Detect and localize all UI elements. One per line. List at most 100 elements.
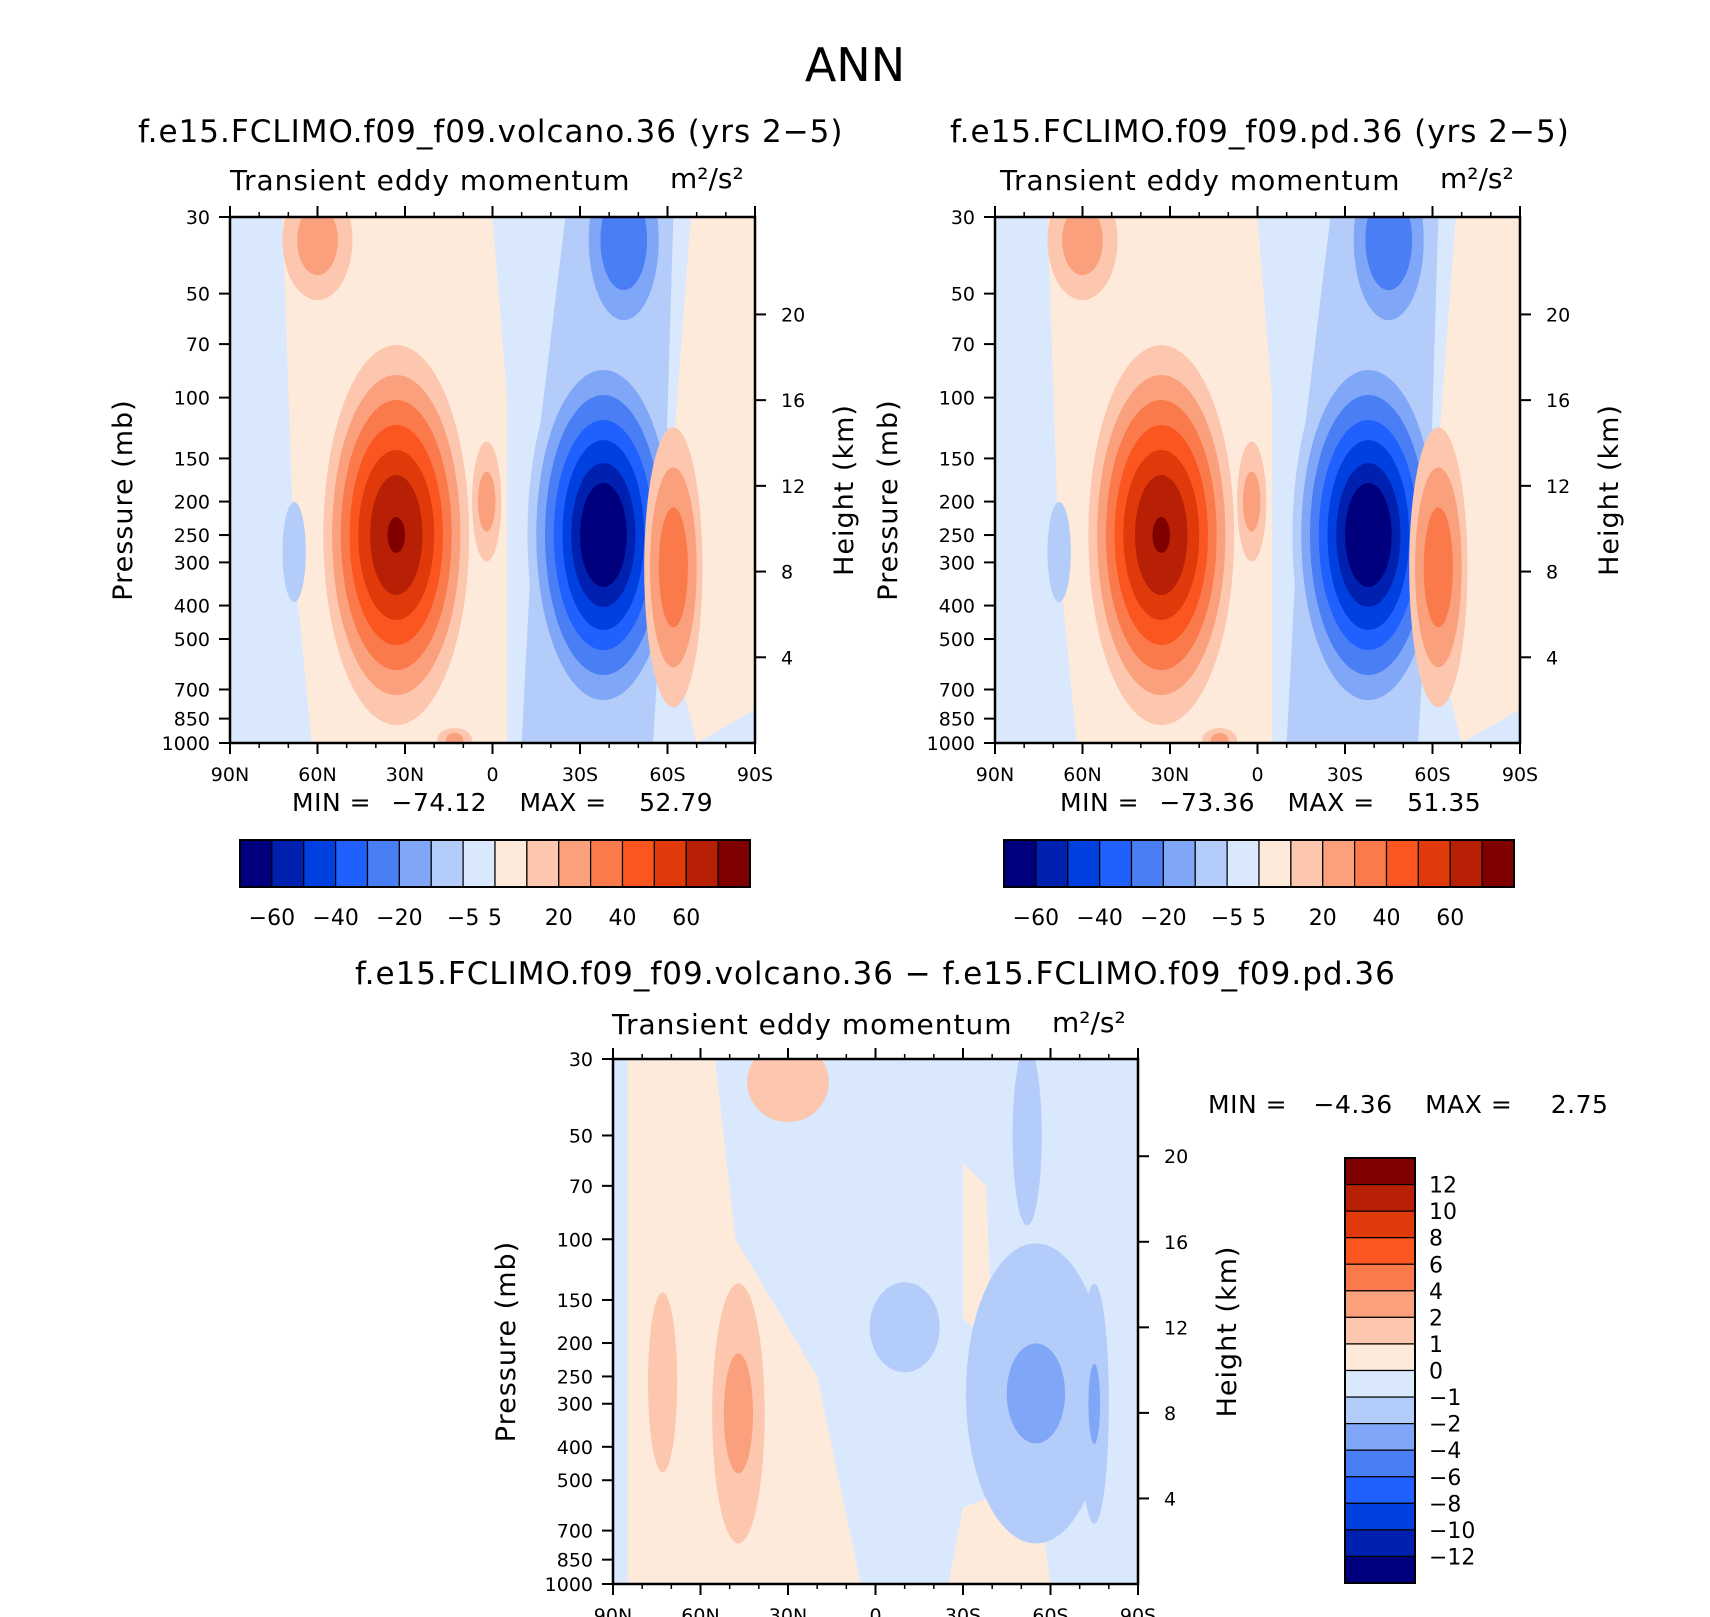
lat-tick-label: 30S [1327,764,1363,786]
contour-level [1210,732,1229,743]
height-tick-label: 16 [781,390,805,412]
contour-level [1088,1363,1101,1444]
lat-tick-label: 60S [1032,1605,1068,1617]
colorbar-box [1344,1396,1416,1425]
colorbar-box [1099,839,1133,888]
colorbar-label: −40 [312,906,358,931]
height-tick-label: 20 [1546,304,1570,326]
colorbar-label: −10 [1429,1519,1475,1544]
colorbar-box [494,839,528,888]
pressure-tick-label: 400 [939,596,975,618]
colorbar-box [1385,839,1419,888]
colorbar-label: 1 [1429,1333,1443,1358]
pressure-tick-label: 1000 [545,1574,593,1596]
colorbar-box [366,839,400,888]
colorbar-box [526,839,560,888]
field-label-pd: Transient eddy momentum [1000,164,1401,197]
pressure-tick-label: 700 [939,679,975,701]
colorbar-box [1354,839,1388,888]
min-label: MIN = [1060,788,1140,817]
contour-level [477,471,496,532]
colorbar-box [1344,1555,1416,1584]
colorbar-box [1344,1343,1416,1372]
pressure-tick-label: 70 [569,1176,593,1198]
colorbar-label: 20 [545,906,573,931]
colorbar-box [621,839,655,888]
pressure-tick-label: 200 [174,492,210,514]
pressure-tick-label: 150 [557,1290,593,1312]
lat-tick-label: 30N [386,764,424,786]
colorbar-box [685,839,719,888]
contour-level [869,1282,940,1373]
pressure-tick-label: 200 [939,492,975,514]
pressure-tick-label: 100 [557,1229,593,1251]
colorbar-box [1344,1476,1416,1504]
colorbar-label: −6 [1429,1466,1461,1491]
height-tick-label: 20 [1164,1146,1188,1168]
contour-level [387,517,405,554]
contour-level [1242,471,1261,532]
colorbar-box [1162,839,1196,888]
lat-tick-label: 60S [1414,764,1450,786]
colorbar-box [335,839,369,888]
pressure-tick-label: 50 [569,1125,593,1147]
colorbar-label: −2 [1429,1413,1461,1438]
contour-level [1345,483,1392,588]
height-tick-label: 4 [1546,647,1558,669]
pressure-tick-label: 500 [939,629,975,651]
pressure-tick-label: 400 [557,1437,593,1459]
panel-title-diff: f.e15.FCLIMO.f09_f09.volcano.36 − f.e15.… [355,956,1396,992]
contour-level [648,1292,678,1473]
min-label: MIN = [1208,1090,1288,1119]
pressure-tick-label: 30 [186,207,210,229]
colorbar-box [1344,1316,1416,1345]
colorbar-label: −60 [1013,906,1059,931]
colorbar-box [1344,1290,1416,1318]
colorbar-label: −4 [1429,1439,1461,1464]
colorbar-box [1344,1502,1416,1531]
max-value: 51.35 [1407,788,1482,817]
height-tick-label: 12 [1546,476,1570,498]
contour-level [445,732,464,743]
units-label-volcano: m²/s² [670,162,744,195]
contour-level [747,1059,829,1123]
colorbar-label: −40 [1076,906,1122,931]
y-axis-label: Pressure (mb) [873,399,904,600]
y-axis-label: Pressure (mb) [108,399,139,600]
colorbar-box [398,839,432,888]
colorbar-label: 0 [1429,1360,1443,1385]
colorbar-label: −8 [1429,1492,1461,1517]
lat-tick-label: 90N [211,764,249,786]
contour-level [580,483,627,588]
pressure-tick-label: 150 [174,448,210,470]
colorbar-box [1481,839,1515,888]
colorbar-pd: −60 −40 −20 −5 5 20 40 60 [1003,839,1515,931]
pressure-tick-label: 50 [951,284,975,306]
minmax-diff: MIN = −4.36 MAX = 2.75 [1208,1090,1608,1119]
height-tick-label: 8 [781,562,793,584]
pressure-tick-label: 500 [557,1470,593,1492]
colorbar-label: −5 [1211,906,1243,931]
pressure-tick-label: 50 [186,284,210,306]
pressure-tick-label: 100 [939,388,975,410]
pressure-tick-label: 30 [569,1049,593,1071]
max-label: MAX = [1287,788,1375,817]
height-tick-label: 12 [781,476,805,498]
colorbar-box [1344,1529,1416,1558]
lat-tick-label: 30N [1151,764,1189,786]
colorbar-volcano: −60 −40 −20 −5 5 20 40 60 [239,839,751,931]
colorbar-label: 4 [1429,1280,1443,1305]
pressure-tick-label: 850 [174,709,210,731]
contour-level [658,507,688,628]
height-tick-label: 16 [1546,390,1570,412]
colorbar-box [1226,839,1260,888]
max-label: MAX = [519,788,607,817]
pressure-tick-label: 300 [939,552,975,574]
pressure-tick-label: 850 [557,1550,593,1572]
height-tick-label: 4 [1164,1488,1176,1510]
colorbar-label: −12 [1429,1545,1475,1570]
pressure-tick-label: 100 [174,388,210,410]
colorbar-label: −60 [249,906,295,931]
colorbar-label: −5 [447,906,479,931]
